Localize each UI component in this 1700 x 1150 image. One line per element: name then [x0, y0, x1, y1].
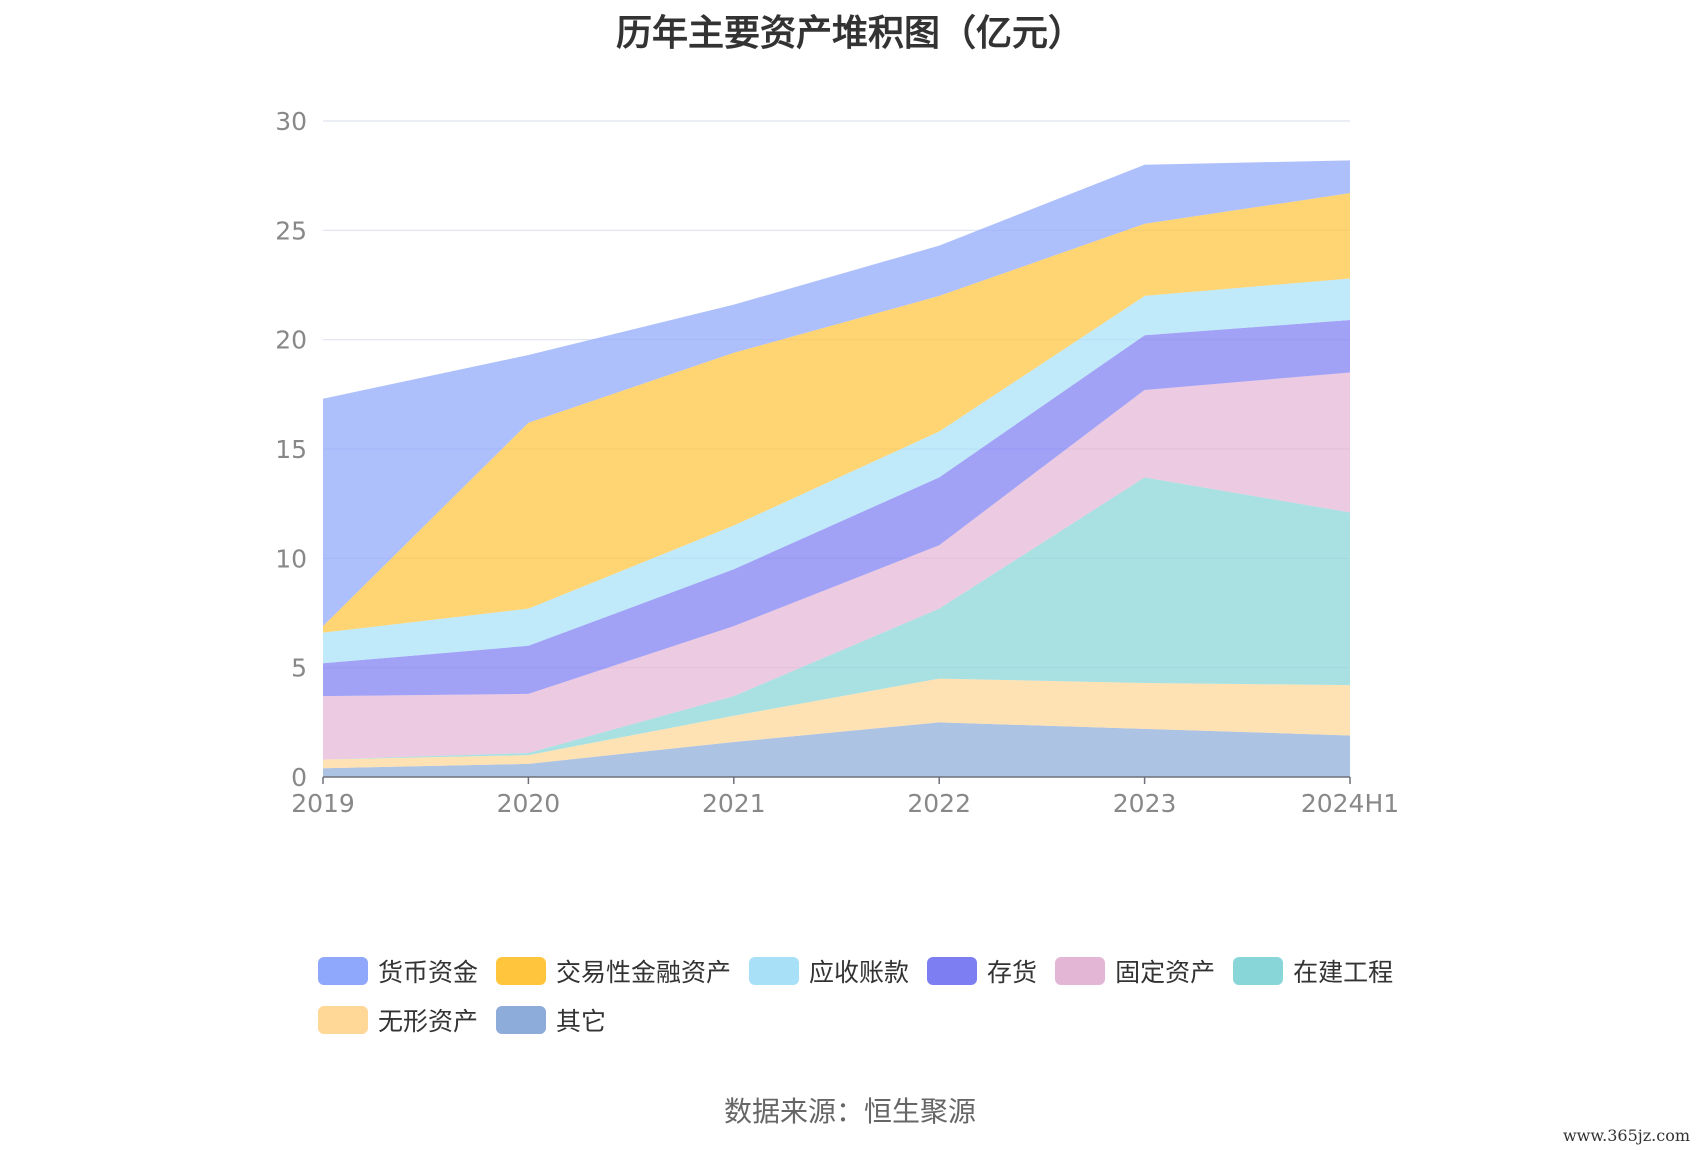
- area-series-5: [323, 278, 1350, 664]
- watermark: www.365jz.com: [1562, 1126, 1690, 1145]
- legend-label: 固定资产: [1115, 957, 1216, 987]
- x-tick-label-2: 2021: [702, 789, 766, 818]
- chart-legend: 货币资金 交易性金融资产 应收账款 存货 固定资产 在建工程无形资产 其它: [318, 946, 1418, 1044]
- area-series-6: [323, 193, 1350, 633]
- legend-item-5[interactable]: 在建工程: [1233, 946, 1393, 995]
- legend-item-2[interactable]: 应收账款: [749, 946, 909, 995]
- legend-swatch: [1055, 956, 1106, 985]
- y-tick-label-15: 15: [275, 435, 307, 464]
- y-tick-label-20: 20: [275, 326, 307, 355]
- legend-item-7[interactable]: 其它: [496, 995, 606, 1044]
- y-tick-label-0: 0: [291, 763, 307, 792]
- area-series-7: [323, 160, 1350, 627]
- legend-label: 货币资金: [378, 957, 479, 987]
- legend-item-1[interactable]: 交易性金融资产: [496, 946, 731, 995]
- area-series-0: [323, 722, 1350, 777]
- legend-label: 其它: [556, 1006, 607, 1036]
- area-series-3: [323, 372, 1350, 760]
- area-series-2: [323, 477, 1350, 760]
- legend-label: 存货: [987, 957, 1038, 987]
- legend-swatch: [318, 956, 368, 985]
- legend-swatch: [749, 956, 800, 985]
- x-tick-label-5: 2024H1: [1301, 789, 1399, 818]
- legend-item-4[interactable]: 固定资产: [1055, 946, 1215, 995]
- x-tick-label-0: 2019: [291, 789, 355, 818]
- legend-item-0[interactable]: 货币资金: [318, 946, 478, 995]
- legend-swatch: [1233, 956, 1284, 985]
- legend-swatch: [496, 1005, 547, 1034]
- legend-item-3[interactable]: 存货: [927, 946, 1037, 995]
- area-series-1: [323, 678, 1350, 769]
- legend-label: 应收账款: [809, 957, 910, 987]
- y-tick-label-30: 30: [275, 107, 307, 136]
- x-tick-label-4: 2023: [1113, 789, 1177, 818]
- area-series-4: [323, 319, 1350, 697]
- chart-title: 历年主要资产堆积图（亿元）: [615, 13, 1084, 54]
- y-tick-label-5: 5: [291, 654, 307, 683]
- source-note: 数据来源：恒生聚源: [723, 1095, 976, 1128]
- legend-label: 在建工程: [1293, 957, 1394, 987]
- y-tick-label-10: 10: [275, 544, 307, 573]
- x-tick-label-1: 2020: [497, 789, 561, 818]
- legend-label: 无形资产: [378, 1006, 479, 1036]
- legend-item-6[interactable]: 无形资产: [318, 995, 478, 1044]
- legend-label: 交易性金融资产: [556, 957, 732, 987]
- legend-swatch: [927, 956, 978, 985]
- x-tick-label-3: 2022: [907, 789, 971, 818]
- legend-swatch: [318, 1005, 368, 1034]
- legend-swatch: [496, 956, 547, 985]
- y-tick-label-25: 25: [275, 216, 307, 245]
